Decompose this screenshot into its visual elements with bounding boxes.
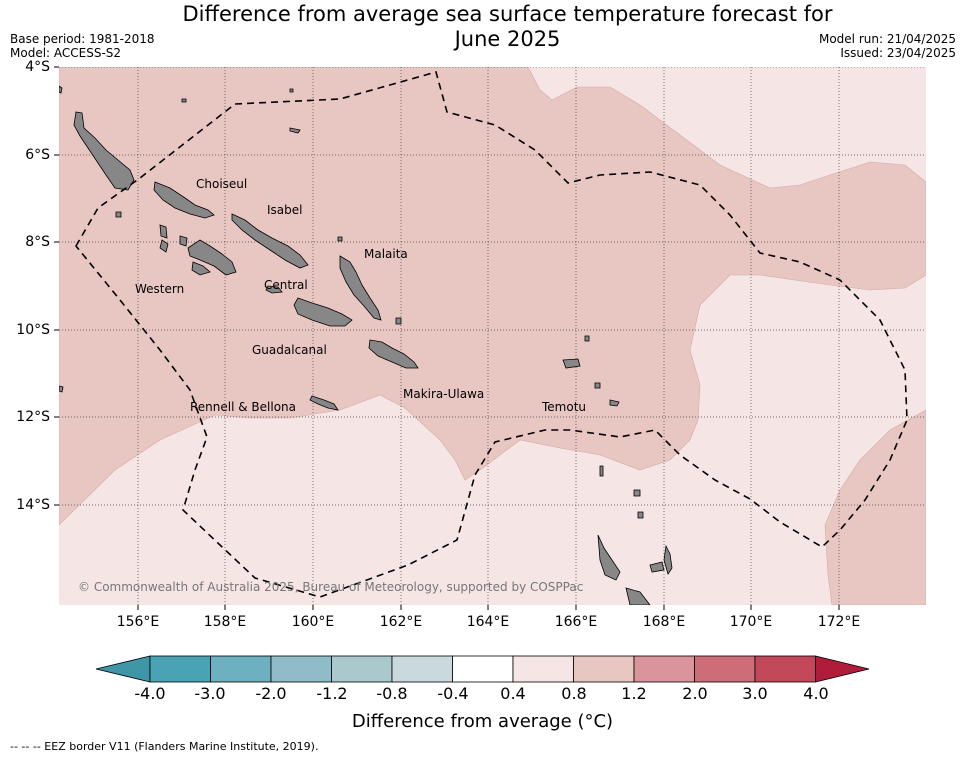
eez-footnote: -- -- -- EEZ border V11 (Flanders Marine… — [10, 740, 319, 753]
colorbar-label: -4.0 — [134, 684, 166, 703]
western-islet-3 — [179, 235, 188, 247]
new-georgia-island — [187, 239, 237, 276]
colorbar-segment — [149, 655, 211, 683]
malaita-island — [339, 255, 382, 321]
lat-label-4s: 4°S — [25, 59, 50, 75]
temotu-islet-3 — [584, 335, 590, 342]
colorbar-segment — [452, 655, 514, 683]
tick-marks — [54, 66, 840, 610]
colorbar-segment — [270, 655, 332, 683]
colorbar-label: 0.8 — [561, 684, 587, 703]
west-edge-islet-1 — [59, 85, 63, 94]
western-islet-4 — [191, 261, 211, 276]
temotu-islet-1 — [594, 382, 601, 389]
colorbar-title: Difference from average (°C) — [351, 711, 614, 732]
map-title-line1: Difference from average sea surface temp… — [182, 2, 833, 26]
lon-label-160e: 160°E — [291, 614, 335, 630]
guadalcanal-island — [293, 297, 353, 327]
anomaly-band-east — [824, 409, 926, 605]
vanuatu-south-island — [625, 587, 651, 605]
region-label-choiseul: Choiseul — [196, 177, 248, 191]
region-label-rennell-bellona: Rennell & Bellona — [190, 400, 297, 414]
vanuatu-central-island — [649, 561, 665, 573]
western-islet-2 — [159, 239, 169, 253]
central-islet — [265, 285, 283, 294]
colorbar-segment — [331, 655, 393, 683]
rennell-island — [309, 395, 339, 411]
shortland-islet — [115, 211, 122, 218]
banks-islet-2 — [637, 511, 644, 519]
lat-label-6s: 6°S — [25, 147, 50, 163]
base-period: Base period: 1981-2018 — [10, 32, 155, 46]
colorbar-segment — [210, 655, 272, 683]
colorbar-label: 4.0 — [803, 684, 829, 703]
colorbar-label: 2.0 — [682, 684, 708, 703]
colorbar-segment — [633, 655, 695, 683]
north-islet-1 — [181, 98, 187, 103]
colorbar-segment — [754, 655, 816, 683]
lat-label-14s: 14°S — [16, 497, 50, 513]
colorbar-segment — [573, 655, 635, 683]
colorbar-label: -1.2 — [316, 684, 348, 703]
anomaly-band-main — [59, 67, 926, 526]
region-label-western: Western — [135, 282, 185, 296]
lon-label-164e: 164°E — [466, 614, 510, 630]
lat-label-12s: 12°S — [16, 409, 50, 425]
colorbar-label: 3.0 — [742, 684, 768, 703]
model-run: Model run: 21/04/2025 — [818, 32, 956, 46]
map-title: Difference from average sea surface temp… — [150, 2, 865, 52]
banks-islet-1 — [633, 489, 641, 497]
eez-border — [75, 71, 908, 598]
choiseul-east-island — [153, 181, 215, 219]
ontong-islet — [337, 236, 343, 242]
colorbar-segment — [391, 655, 453, 683]
western-islet-1 — [159, 224, 168, 239]
lon-label-168e: 168°E — [642, 614, 686, 630]
map-area — [59, 67, 926, 605]
north-islet-3 — [289, 127, 301, 134]
region-label-makira-ulawa: Makira-Ulawa — [403, 387, 485, 401]
region-label-central: Central — [264, 278, 308, 292]
vanuatu-north-island — [597, 534, 621, 581]
makira-island — [368, 339, 419, 369]
meta-left: Base period: 1981-2018 Model: ACCESS-S2 — [10, 32, 155, 60]
colorbar-segment — [694, 655, 756, 683]
colorbar-label: -0.8 — [376, 684, 408, 703]
region-label-guadalcanal: Guadalcanal — [252, 343, 327, 357]
lon-label-172e: 172°E — [817, 614, 861, 630]
torres-islet — [599, 465, 604, 477]
map-title-line2: June 2025 — [454, 27, 561, 51]
region-label-isabel: Isabel — [267, 203, 303, 217]
lon-label-158e: 158°E — [203, 614, 247, 630]
issued-date: Issued: 23/04/2025 — [840, 46, 956, 60]
colorbar-label: -3.0 — [194, 684, 226, 703]
colorbar — [95, 655, 870, 683]
east-malaita-islet — [395, 317, 402, 325]
west-edge-islet-2 — [59, 385, 64, 393]
vanuatu-east-island — [663, 544, 673, 575]
meta-right: Model run: 21/04/2025 Issued: 23/04/2025 — [819, 32, 956, 60]
colorbar-label: 0.4 — [500, 684, 526, 703]
lat-label-10s: 10°S — [16, 322, 50, 338]
colorbar-segment — [512, 655, 574, 683]
lon-label-166e: 166°E — [554, 614, 598, 630]
colorbar-label: 1.2 — [621, 684, 647, 703]
region-label-malaita: Malaita — [364, 247, 408, 261]
colorbar-extend-low — [95, 655, 151, 683]
region-label-temotu: Temotu — [542, 400, 587, 414]
north-islet-2 — [289, 88, 294, 93]
nendo-island — [562, 358, 581, 369]
isabel-island — [231, 213, 309, 269]
colorbar-label: -2.0 — [255, 684, 287, 703]
copyright-notice: © Commonwealth of Australia 2025, Bureau… — [78, 580, 584, 594]
colorbar-label: -0.4 — [437, 684, 469, 703]
lon-label-162e: 162°E — [379, 614, 423, 630]
lat-label-8s: 8°S — [25, 234, 50, 250]
temotu-islet-2 — [609, 399, 620, 407]
lon-label-170e: 170°E — [729, 614, 773, 630]
lon-label-156e: 156°E — [116, 614, 160, 630]
model-name: Model: ACCESS-S2 — [10, 46, 122, 60]
colorbar-extend-high — [815, 655, 870, 683]
